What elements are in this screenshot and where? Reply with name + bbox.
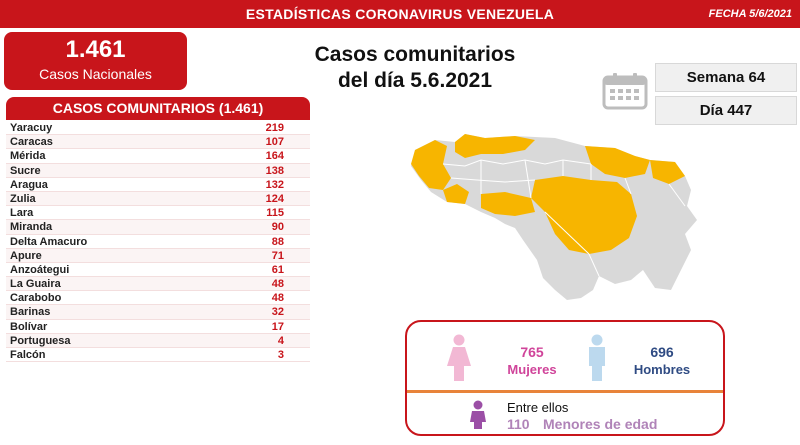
headline-line-2: del día 5.6.2021	[337, 69, 493, 92]
table-row: Zulia 124	[6, 191, 310, 207]
minors-count: 110	[507, 416, 530, 432]
table-row: Yaracuy 219	[6, 121, 310, 136]
headline: Casos comunitarios del día 5.6.2021	[270, 42, 560, 94]
state-case-count: 90	[271, 221, 284, 234]
state-case-count: 17	[271, 320, 284, 333]
national-total-label: Casos Nacionales	[39, 66, 152, 82]
map-region-north-central	[455, 134, 535, 158]
state-name: Delta Amacuro	[10, 235, 88, 248]
map-region-apure	[481, 192, 535, 216]
state-case-count: 124	[265, 192, 284, 205]
map-region-delta	[650, 160, 685, 184]
state-name: Apure	[10, 249, 42, 262]
state-name: Barinas	[10, 306, 51, 319]
minors-label: Menores de edad	[543, 416, 658, 432]
table-row: La Guaira 48	[6, 277, 310, 292]
day-counter: Día 447	[655, 96, 797, 125]
state-name: Mérida	[10, 150, 46, 163]
state-name: Bolívar	[10, 320, 48, 333]
table-row: Sucre 138	[6, 163, 310, 178]
table-row: Apure 71	[6, 248, 310, 263]
table-row: Delta Amacuro 88	[6, 234, 310, 249]
state-name: Portuguesa	[10, 334, 71, 347]
state-case-count: 4	[277, 334, 284, 347]
men-count: 696	[650, 344, 674, 360]
venezuela-map	[411, 134, 697, 300]
map-region-andes	[443, 184, 469, 204]
women-label: Mujeres	[507, 362, 557, 377]
table-row: Anzoátegui 61	[6, 262, 310, 278]
table-row: Miranda 90	[6, 220, 310, 235]
man-icon	[589, 334, 605, 381]
report-date: FECHA 5/6/2021	[708, 8, 792, 20]
national-total-card: 1.461 Casos Nacionales	[4, 32, 187, 90]
table-row: Caracas 107	[6, 135, 310, 150]
state-name: Anzoátegui	[10, 263, 70, 276]
state-case-count: 71	[271, 249, 284, 262]
state-name: Sucre	[10, 164, 41, 177]
map-region-south	[531, 176, 637, 254]
state-name: Zulia	[10, 192, 36, 205]
state-name: Miranda	[10, 221, 53, 234]
state-table-title: CASOS COMUNITARIOS (1.461)	[6, 97, 310, 120]
woman-icon	[447, 334, 471, 381]
gender-breakdown-card: 765 Mujeres 696 Hombres Entre ellos 110 …	[405, 320, 725, 436]
state-case-count: 219	[265, 122, 284, 134]
table-row: Lara 115	[6, 206, 310, 221]
map-region-west	[411, 140, 451, 190]
state-case-count: 61	[271, 263, 284, 276]
state-name: Yaracuy	[10, 122, 53, 134]
state-name: Lara	[10, 207, 34, 220]
headline-line-1: Casos comunitarios	[314, 43, 516, 66]
table-row: Aragua 132	[6, 177, 310, 192]
map-region-east	[585, 146, 650, 178]
header-bar: ESTADÍSTICAS CORONAVIRUS VENEZUELA FECHA…	[0, 0, 800, 28]
state-case-count: 138	[265, 164, 284, 177]
state-name: Aragua	[10, 178, 48, 191]
state-case-count: 48	[271, 278, 284, 291]
state-case-count: 3	[277, 349, 284, 361]
table-row: Mérida 164	[6, 149, 310, 164]
state-case-count: 164	[265, 150, 284, 163]
state-case-count: 107	[265, 136, 284, 149]
minors-heading: Entre ellos	[507, 400, 569, 415]
section-divider	[407, 390, 723, 393]
national-total-value: 1.461	[65, 36, 126, 63]
week-counter: Semana 64	[655, 63, 797, 92]
table-row: Carabobo 48	[6, 291, 310, 306]
table-row: Falcón 3	[6, 348, 310, 363]
table-row: Barinas 32	[6, 305, 310, 320]
men-label: Hombres	[633, 362, 691, 377]
state-name: Carabobo	[10, 292, 62, 305]
table-row: Bolívar 17	[6, 319, 310, 334]
state-case-count: 88	[271, 235, 284, 248]
state-case-count: 48	[271, 292, 284, 305]
women-count: 765	[520, 344, 544, 360]
state-table: Yaracuy 219 Caracas 107 Mérida 164 Sucre 138 Ara…	[6, 121, 310, 363]
child-icon	[470, 400, 486, 429]
state-name: La Guaira	[10, 278, 61, 291]
state-case-count: 32	[271, 306, 284, 319]
state-name: Falcón	[10, 349, 46, 361]
table-row: Portuguesa 4	[6, 333, 310, 348]
calendar-icon	[602, 73, 648, 110]
page-title: ESTADÍSTICAS CORONAVIRUS VENEZUELA	[245, 6, 555, 22]
state-case-count: 115	[266, 207, 284, 220]
state-name: Caracas	[10, 136, 53, 149]
state-case-count: 132	[265, 178, 284, 191]
